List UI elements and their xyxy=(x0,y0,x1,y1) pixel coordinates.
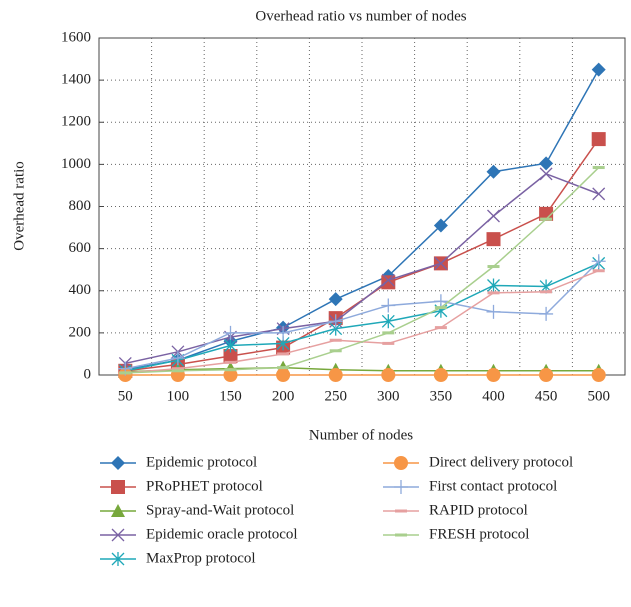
marker xyxy=(111,456,125,470)
marker xyxy=(433,368,448,382)
legend-item: FRESH protocol xyxy=(383,526,529,542)
marker xyxy=(539,306,554,321)
y-tick-label: 400 xyxy=(69,282,92,298)
y-axis-label: Overhead ratio xyxy=(11,161,27,251)
legend-item: MaxProp protocol xyxy=(100,550,256,566)
y-tick-label: 800 xyxy=(69,198,92,214)
series-line xyxy=(125,260,600,370)
marker xyxy=(433,294,448,309)
legend-label: First contact protocol xyxy=(429,478,557,494)
y-tick-label: 1200 xyxy=(61,114,91,130)
marker xyxy=(487,209,500,223)
series-line xyxy=(125,366,599,373)
marker xyxy=(591,132,606,147)
marker xyxy=(276,325,291,340)
x-tick-label: 150 xyxy=(219,388,242,404)
marker xyxy=(276,368,291,382)
marker xyxy=(381,298,396,313)
marker xyxy=(591,62,606,77)
legend-label: Epidemic protocol xyxy=(146,454,257,470)
marker xyxy=(486,232,501,247)
legend-label: Spray-and-Wait protocol xyxy=(146,502,294,518)
marker xyxy=(539,156,554,171)
x-tick-label: 450 xyxy=(535,388,558,404)
marker xyxy=(223,368,238,382)
marker xyxy=(486,368,501,382)
series-line xyxy=(125,69,600,371)
marker xyxy=(224,338,237,353)
marker xyxy=(592,187,606,201)
legend-item: Epidemic protocol xyxy=(100,454,257,470)
x-tick-label: 350 xyxy=(430,388,453,404)
marker xyxy=(433,218,448,233)
y-tick-label: 1600 xyxy=(61,29,91,45)
marker xyxy=(111,504,125,517)
legend-label: RAPID protocol xyxy=(429,502,528,518)
legend-item: PRoPHET protocol xyxy=(100,478,263,494)
x-tick-label: 400 xyxy=(482,388,505,404)
legend-item: RAPID protocol xyxy=(383,502,528,518)
marker xyxy=(487,278,500,293)
legend-item: First contact protocol xyxy=(383,478,557,494)
marker xyxy=(434,256,448,270)
x-axis-label: Number of nodes xyxy=(309,427,413,443)
x-tick-label: 250 xyxy=(324,388,347,404)
x-tick-label: 300 xyxy=(377,388,400,404)
marker xyxy=(328,314,343,329)
marker xyxy=(539,206,554,221)
marker xyxy=(111,480,125,494)
marker xyxy=(394,456,408,470)
marker xyxy=(394,480,408,494)
marker xyxy=(328,292,343,307)
y-tick-label: 1400 xyxy=(61,72,91,88)
series xyxy=(118,256,606,378)
series xyxy=(118,254,606,376)
legend-label: Direct delivery protocol xyxy=(429,454,573,470)
marker xyxy=(381,314,395,329)
marker xyxy=(381,275,396,290)
legend-item: Direct delivery protocol xyxy=(383,454,573,470)
y-tick-label: 1000 xyxy=(61,156,91,172)
marker xyxy=(111,528,125,542)
marker xyxy=(591,254,606,269)
legend-item: Epidemic oracle protocol xyxy=(100,526,298,542)
marker xyxy=(223,349,238,364)
series-line xyxy=(125,172,599,365)
series xyxy=(119,166,605,375)
marker xyxy=(486,164,501,179)
y-tick-label: 0 xyxy=(84,366,92,382)
marker xyxy=(111,552,125,566)
legend-label: MaxProp protocol xyxy=(146,550,256,566)
marker xyxy=(223,325,238,340)
x-tick-label: 100 xyxy=(167,388,190,404)
x-tick-label: 200 xyxy=(272,388,295,404)
marker xyxy=(381,368,396,382)
marker xyxy=(328,368,343,382)
legend-item: Spray-and-Wait protocol xyxy=(100,502,294,518)
marker xyxy=(591,368,606,382)
legend-label: FRESH protocol xyxy=(429,526,529,542)
marker xyxy=(381,273,395,287)
series-line xyxy=(125,262,600,372)
marker xyxy=(539,368,554,382)
marker xyxy=(539,167,553,181)
y-tick-label: 200 xyxy=(69,324,92,340)
chart-title: Overhead ratio vs number of nodes xyxy=(255,8,466,24)
x-tick-label: 50 xyxy=(118,388,133,404)
marker xyxy=(486,304,501,319)
x-tick-label: 500 xyxy=(587,388,610,404)
marker xyxy=(170,351,185,366)
legend-label: Epidemic oracle protocol xyxy=(146,526,298,542)
series-line xyxy=(125,166,600,374)
legend-label: PRoPHET protocol xyxy=(146,478,263,494)
y-tick-label: 600 xyxy=(69,240,92,256)
